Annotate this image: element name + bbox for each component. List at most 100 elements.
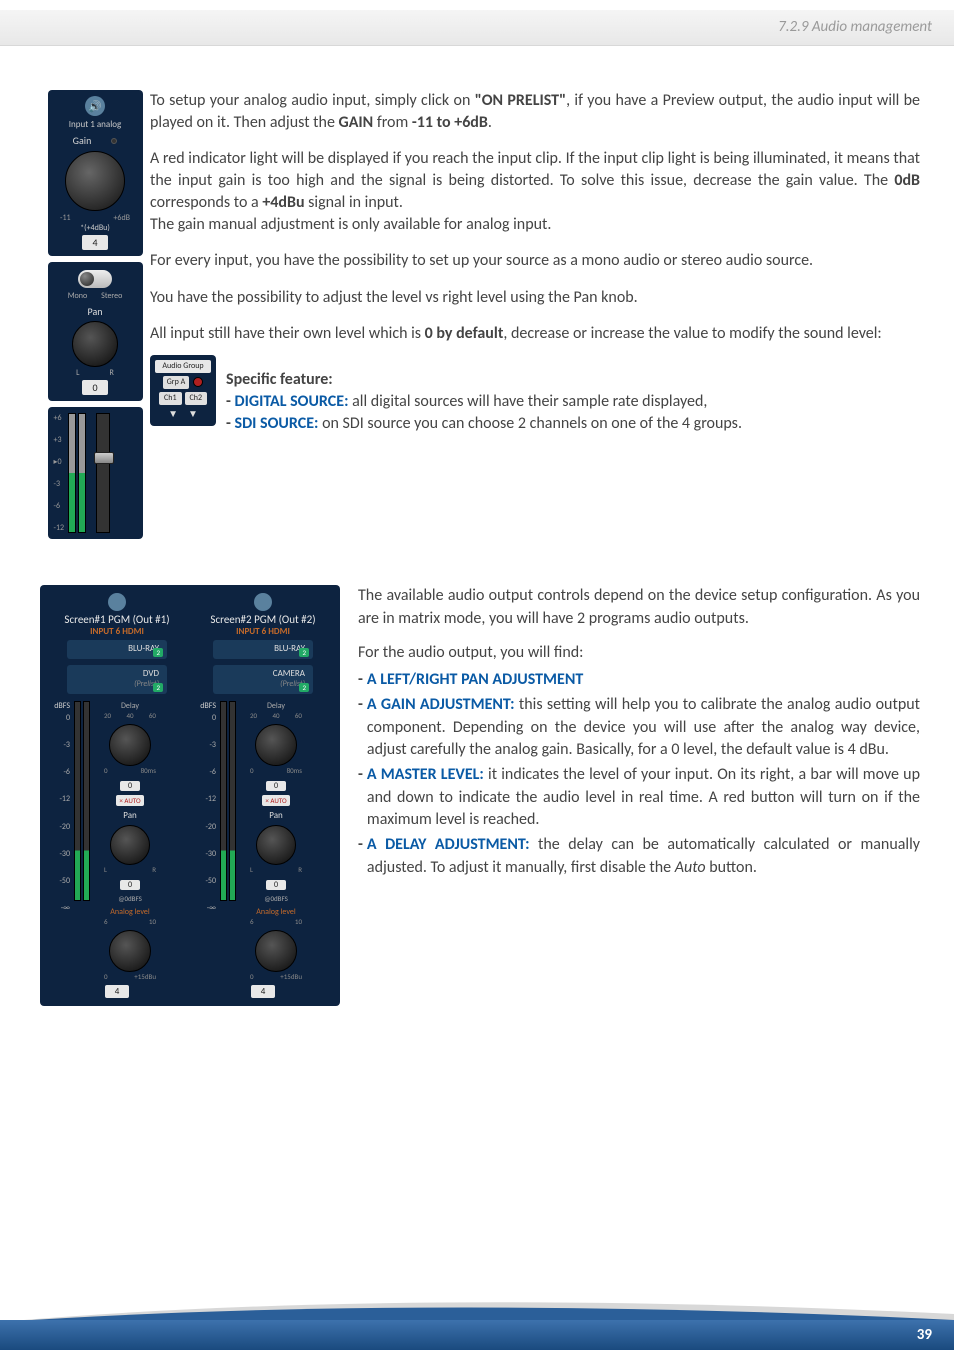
mono-stereo-panel: Mono Stereo Pan L R 0 <box>48 262 143 401</box>
s: 0 <box>104 972 108 981</box>
pan-value[interactable]: 0 <box>82 380 107 395</box>
arrow-row: ▼ ▼ <box>168 407 198 421</box>
pan-label: Pan <box>123 810 137 821</box>
al-top: 610 <box>250 917 302 926</box>
auto-button[interactable]: × AUTO <box>262 795 289 806</box>
gain-min: -11 <box>60 213 71 223</box>
gain-dial[interactable] <box>65 151 125 211</box>
pan-dial[interactable] <box>72 321 118 367</box>
ch1-button[interactable]: Ch1 <box>159 392 182 405</box>
level-fader[interactable] <box>96 413 110 533</box>
lvl-6: +6 <box>54 413 65 423</box>
p1b: "ON PRELIST" <box>475 91 566 110</box>
output-pan-dial[interactable] <box>110 825 150 865</box>
auto-button[interactable]: × AUTO <box>116 795 143 806</box>
chip-num: 2 <box>153 683 163 692</box>
item-delay-text2: button. <box>706 858 757 877</box>
dash: - <box>226 414 235 433</box>
group-a-button[interactable]: Grp A <box>163 376 189 389</box>
s: L <box>104 865 107 874</box>
p1d: GAIN <box>339 113 374 132</box>
level-bars <box>68 413 86 533</box>
out2-controls: Delay 204060 080ms 0 × AUTO Pan LR 0 @0d… <box>240 701 312 981</box>
speaker-icon <box>254 593 272 611</box>
mono-stereo-toggle[interactable] <box>78 270 112 288</box>
ch2-button[interactable]: Ch2 <box>185 392 208 405</box>
level-meter-panel: +6 +3 ▸0 -3 -6 -12 <box>48 407 143 539</box>
delay-value[interactable]: 0 <box>266 781 286 791</box>
out1-master-value[interactable]: 4 <box>105 985 130 998</box>
chevron-down-icon[interactable]: ▼ <box>188 407 198 421</box>
item-master: - A MASTER LEVEL: it indicates the level… <box>358 764 920 832</box>
audio-group-title: Audio Group <box>155 360 211 373</box>
delay-bot-scale: 080ms <box>104 766 156 775</box>
item-gain-body: A GAIN ADJUSTMENT: this setting will hel… <box>367 694 920 762</box>
pan-label: Pan <box>88 305 103 318</box>
delay-dial[interactable] <box>255 724 297 766</box>
p2e: signal in input. <box>305 193 403 212</box>
delay-dial[interactable] <box>109 724 151 766</box>
dbs: -3 <box>48 740 70 750</box>
page-number: 39 <box>917 1326 932 1344</box>
out1-chip-bluray[interactable]: BLU-RAY 2 <box>67 640 167 659</box>
para-mono-stereo: For every input, you have the possibilit… <box>150 250 920 272</box>
gain-value[interactable]: 4 <box>82 235 107 250</box>
dbs: -6 <box>48 767 70 777</box>
analog-level-dial[interactable] <box>255 930 297 972</box>
p2a: A red indicator light will be displayed … <box>150 149 920 190</box>
input-analog-panel: 🔊 Input 1 analog Gain -11 +6dB *(+4dBu) … <box>48 90 143 256</box>
s: +15dBu <box>134 972 156 981</box>
chip-label: CAMERA <box>221 668 305 679</box>
output-pan-dial[interactable] <box>256 825 296 865</box>
dash: - <box>358 669 363 692</box>
output-col-1: Screen#1 PGM (Out #1) INPUT 6 HDMI BLU-R… <box>44 593 190 998</box>
chevron-down-icon[interactable]: ▼ <box>168 407 178 421</box>
para-level: All input still have their own level whi… <box>150 323 920 345</box>
algain-label: @0dBFS <box>264 894 288 903</box>
gain-scale: -11 +6dB <box>60 213 130 223</box>
dash: - <box>358 764 363 832</box>
meter-bar <box>220 701 227 901</box>
out2-chip-bluray[interactable]: BLU-RAY 2 <box>213 640 313 659</box>
item-pan: - A LEFT/RIGHT PAN ADJUSTMENT <box>358 669 920 692</box>
p1e: from <box>373 113 412 132</box>
page-content: 🔊 Input 1 analog Gain -11 +6dB *(+4dBu) … <box>40 90 920 1006</box>
delay-value[interactable]: 0 <box>120 781 140 791</box>
s: R <box>152 865 156 874</box>
out2-master-value[interactable]: 4 <box>251 985 276 998</box>
output-col-2: Screen#2 PGM (Out #2) INPUT 6 HDMI BLU-R… <box>190 593 336 998</box>
dbs: -20 <box>194 822 216 832</box>
out1-meters <box>74 701 90 901</box>
sdi-source-label: SDI SOURCE: <box>235 414 319 433</box>
item-delay-label: A DELAY ADJUSTMENT: <box>367 835 530 854</box>
out1-delay-section: dBFS 0 -3 -6 -12 -20 -30 -50 -∞ <box>48 701 186 981</box>
pan-label: Pan <box>269 810 283 821</box>
level-scale: +6 +3 ▸0 -3 -6 -12 <box>54 413 65 533</box>
gain-max: +6dB <box>113 213 130 223</box>
fader-knob[interactable] <box>94 452 114 464</box>
al-bot: 0 +15dBu <box>104 972 156 981</box>
out2-meters <box>220 701 236 901</box>
out1-chip-dvd[interactable]: DVD (Prelist) 2 <box>67 665 167 694</box>
s: 20 <box>104 711 111 720</box>
footer-bar: 39 <box>0 1320 954 1350</box>
dbs: -30 <box>48 849 70 859</box>
s: L <box>250 865 253 874</box>
pan-value[interactable]: 0 <box>266 880 286 890</box>
s: 80ms <box>287 766 302 775</box>
para-prelist: To setup your analog audio input, simply… <box>150 90 920 134</box>
analog-level-dial[interactable] <box>109 930 151 972</box>
chip-label: DVD <box>75 668 159 679</box>
out2-chip-camera[interactable]: CAMERA (Prelist) 2 <box>213 665 313 694</box>
s: +15dBu <box>280 972 302 981</box>
pan-value[interactable]: 0 <box>120 880 140 890</box>
p1f: -11 to +6dB <box>412 113 488 132</box>
dbs: 0 <box>48 713 70 723</box>
s: 10 <box>149 917 156 926</box>
out1-title: Screen#1 PGM (Out #1) <box>64 613 169 626</box>
dbs: -20 <box>48 822 70 832</box>
pan-lr: LR <box>104 865 156 874</box>
chip-num: 2 <box>299 648 309 657</box>
level-bar-l <box>68 413 76 533</box>
para-clip: A red indicator light will be displayed … <box>150 148 920 236</box>
